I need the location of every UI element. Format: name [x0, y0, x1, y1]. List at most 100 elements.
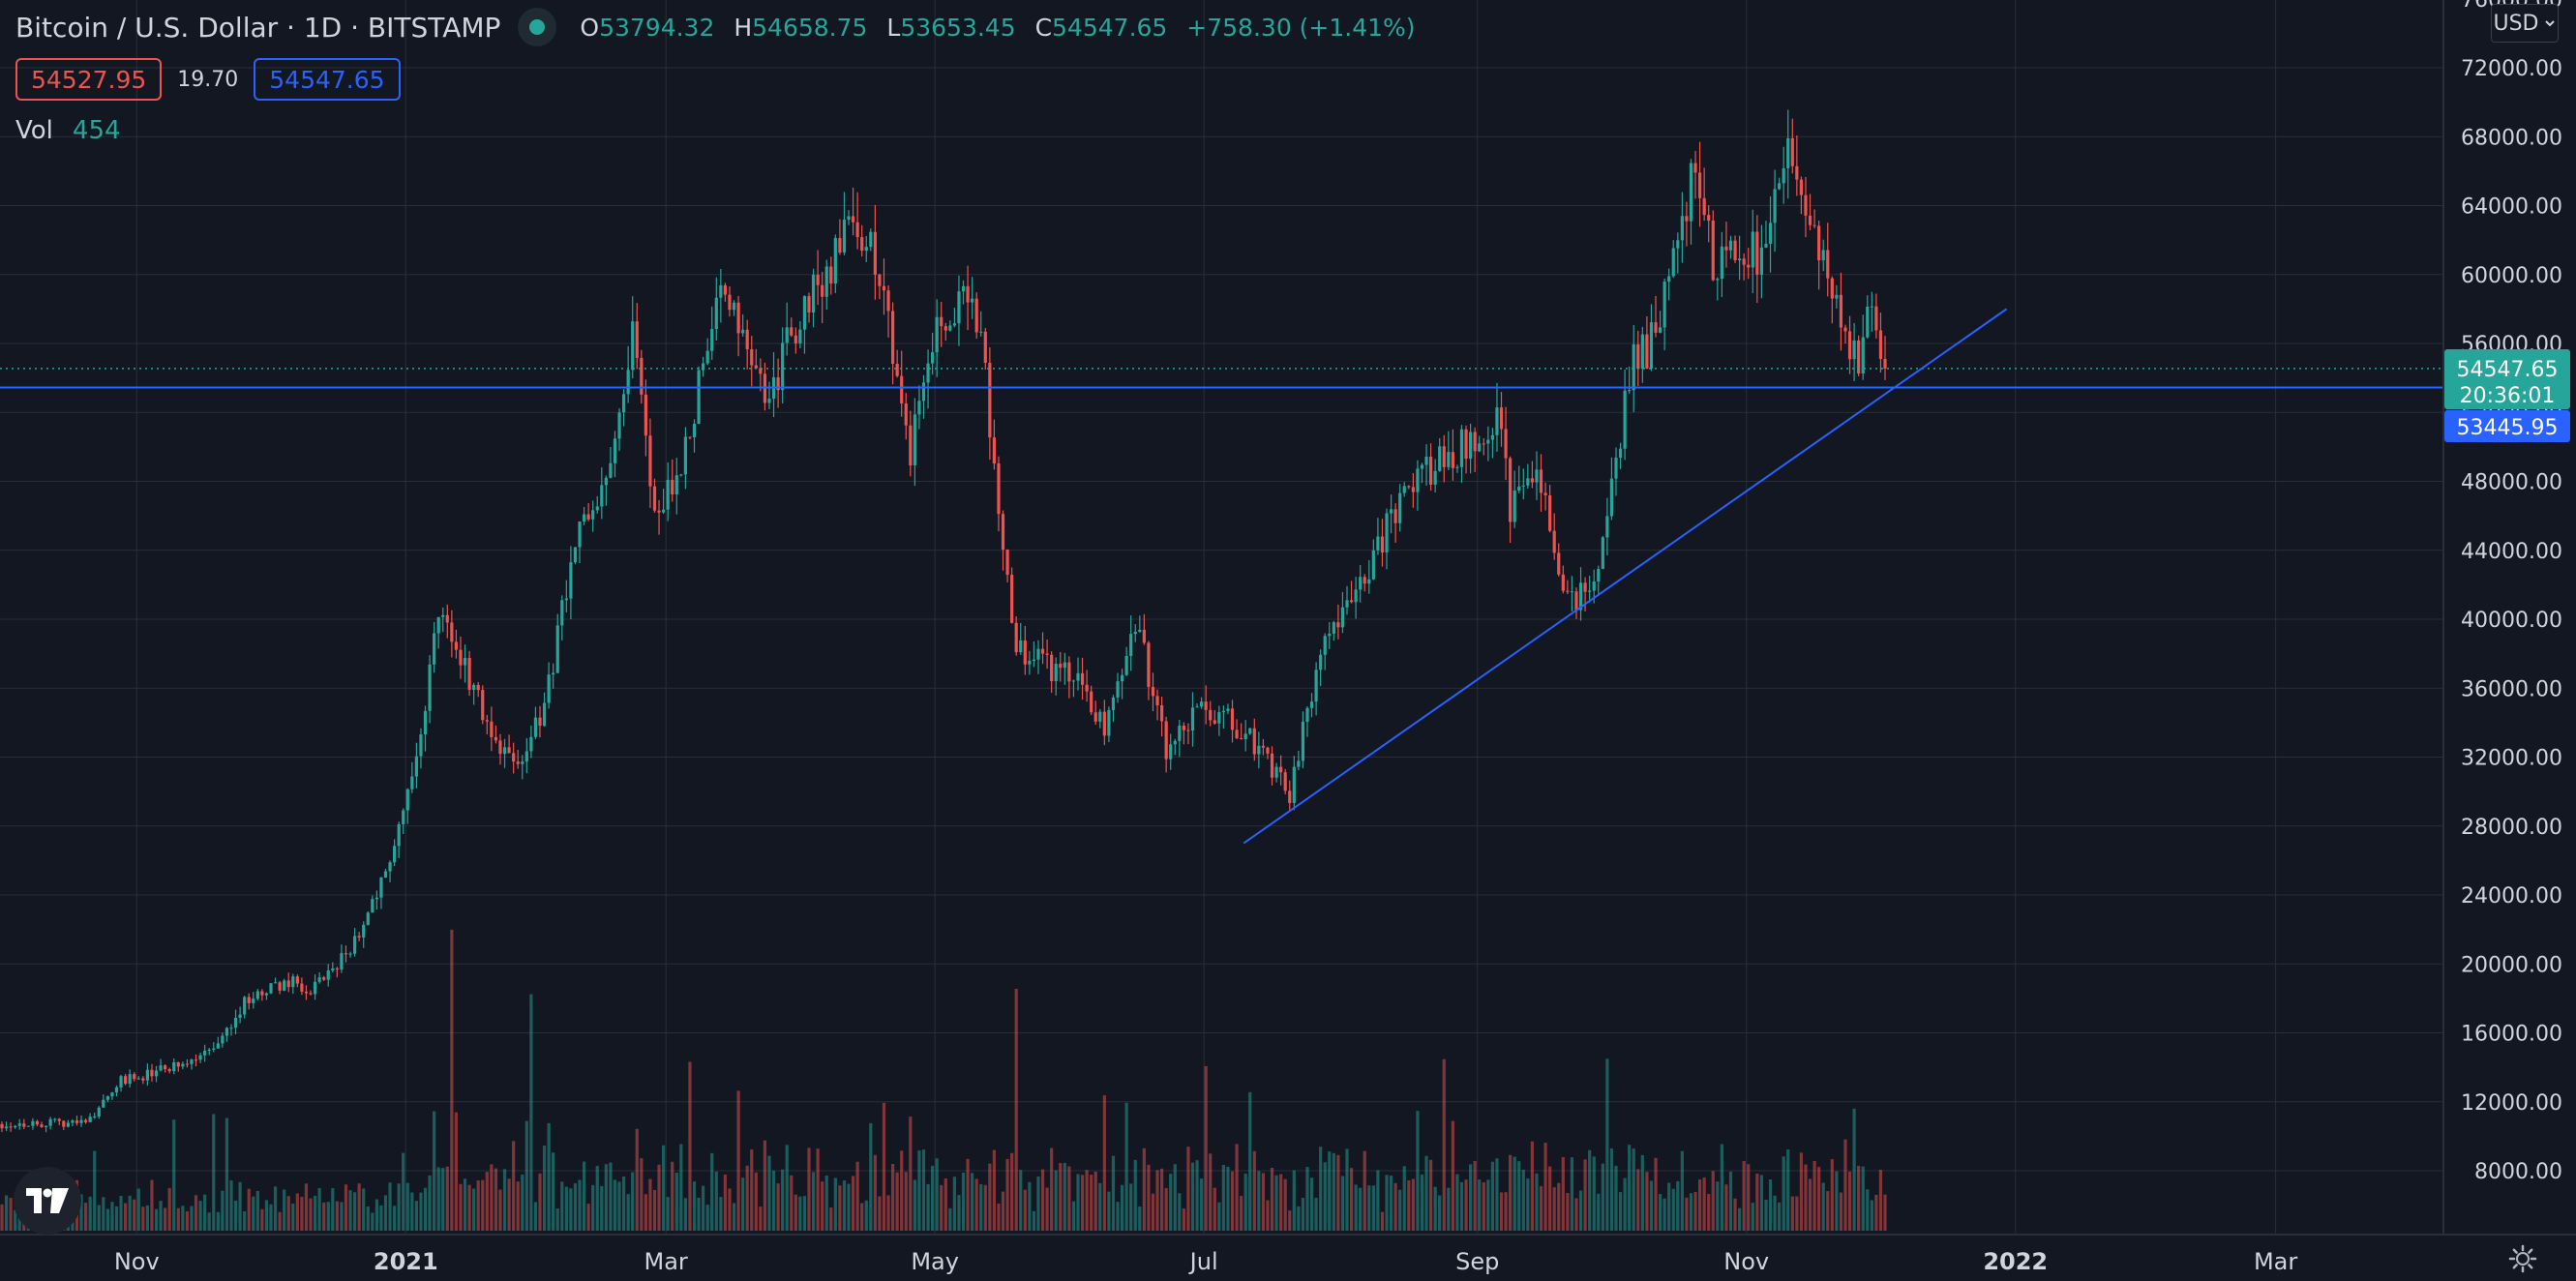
volume-bar — [467, 1184, 471, 1231]
candle-body — [1309, 701, 1314, 708]
volume-bar — [159, 1201, 163, 1231]
volume-bar — [436, 1167, 440, 1231]
candle-body — [1835, 294, 1839, 299]
volume-bar — [164, 1207, 167, 1231]
volume-bar — [93, 1150, 97, 1231]
candle-body — [1433, 470, 1437, 485]
volume-bar — [1685, 1197, 1689, 1231]
candle-body — [648, 435, 652, 487]
candle-body — [1076, 672, 1080, 681]
volume-bar — [1367, 1185, 1371, 1231]
candle-body — [913, 414, 916, 466]
candle-body — [979, 331, 983, 333]
candle-body — [238, 1014, 242, 1018]
candle-body — [1036, 648, 1040, 660]
volume-bar — [1530, 1141, 1535, 1231]
candle-body — [1005, 550, 1009, 576]
volume-bar — [273, 1186, 278, 1231]
sell-button[interactable]: 54527.95 — [15, 58, 163, 101]
candle-body — [1407, 486, 1411, 488]
volume-bar — [176, 1207, 180, 1231]
volume-bar — [838, 1185, 842, 1231]
candle-body — [383, 871, 388, 879]
volume-bar — [1866, 1189, 1870, 1231]
volume-bar — [1288, 1210, 1292, 1231]
volume-bar — [1878, 1170, 1883, 1231]
candle-body — [1124, 656, 1128, 675]
candle-body — [1570, 591, 1574, 593]
volume-bar — [1402, 1166, 1406, 1231]
candle-body — [917, 401, 921, 415]
volume-bar — [97, 1205, 101, 1231]
volume-bar — [1883, 1194, 1887, 1231]
volume-bar — [1257, 1171, 1261, 1231]
candle-body — [150, 1069, 154, 1077]
candle-body — [547, 674, 551, 703]
volume-bar — [1495, 1158, 1499, 1231]
candle-body — [542, 702, 547, 727]
volume-bar — [944, 1177, 947, 1231]
price-tick-label: 20000.00 — [2461, 953, 2562, 977]
volume-bar — [1733, 1198, 1737, 1231]
candle-body — [1716, 279, 1720, 281]
candle-body — [604, 477, 608, 486]
last-price-label-bg — [2444, 349, 2570, 409]
candle-body — [83, 1119, 88, 1122]
candle-body — [374, 897, 378, 900]
volume-bar — [613, 1179, 617, 1231]
time-axis[interactable]: Nov 2021 Mar May Jul Sep Nov 2022 Mar — [0, 1234, 2576, 1275]
currency-button[interactable]: USD — [2491, 4, 2559, 43]
volume-bar — [326, 1202, 330, 1231]
volume-bar — [1614, 1165, 1618, 1231]
candle-body — [957, 291, 961, 324]
buy-button[interactable]: 54547.65 — [254, 58, 401, 101]
candle-body — [428, 664, 432, 711]
settings-gear-icon[interactable] — [2508, 1244, 2537, 1273]
volume-bar — [252, 1196, 255, 1231]
volume-bar — [1517, 1161, 1521, 1231]
candle-body — [1402, 486, 1406, 493]
candlesticks[interactable] — [0, 109, 1887, 1133]
candle-body — [1120, 674, 1124, 682]
volume-bar — [771, 1170, 776, 1231]
volume-legend[interactable]: Vol 454 — [15, 116, 121, 145]
time-tick-label: May — [911, 1248, 959, 1275]
trend-line[interactable] — [1243, 308, 2008, 845]
market-status-icon[interactable] — [518, 8, 557, 46]
price-axis[interactable]: 8000.00 12000.00 16000.00 20000.00 24000.00 2… — [2442, 0, 2562, 1235]
volume-bar — [1142, 1147, 1146, 1231]
candle-body — [860, 237, 864, 252]
candle-body — [873, 231, 877, 275]
volume-bar — [1116, 1202, 1120, 1231]
volume-bar — [1133, 1159, 1137, 1231]
candle-body — [1640, 334, 1644, 370]
candle-body — [1040, 648, 1045, 654]
candle-body — [1274, 766, 1278, 778]
candle-body — [1574, 591, 1578, 611]
volume-bar — [794, 1194, 797, 1231]
candle-body — [414, 756, 418, 777]
symbol-legend[interactable]: Bitcoin / U.S. Dollar · 1D · BITSTAMP O5… — [15, 8, 1416, 46]
candle-body — [1447, 452, 1451, 467]
candle-body — [1764, 243, 1768, 248]
volume-bar — [1574, 1198, 1578, 1231]
volume-bar — [1270, 1168, 1274, 1231]
candle-body — [705, 350, 709, 364]
volume-bar — [0, 1204, 4, 1231]
candle-body — [697, 370, 701, 424]
volume-bar — [1319, 1147, 1323, 1231]
tradingview-logo-icon[interactable] — [14, 1167, 81, 1235]
symbol-title[interactable]: Bitcoin / U.S. Dollar · 1D · BITSTAMP — [15, 11, 501, 44]
volume-bar — [286, 1196, 290, 1231]
candle-body — [1478, 443, 1482, 452]
volume-bar — [781, 1169, 785, 1231]
candle-body — [450, 622, 454, 642]
volume-bar — [1433, 1186, 1437, 1231]
candle-body — [1583, 582, 1587, 592]
volume-bar — [1102, 1095, 1106, 1231]
volume-bar — [463, 1178, 467, 1231]
candle-body — [578, 521, 582, 548]
price-tick-label: 32000.00 — [2461, 747, 2562, 771]
volume-bar — [110, 1202, 114, 1231]
